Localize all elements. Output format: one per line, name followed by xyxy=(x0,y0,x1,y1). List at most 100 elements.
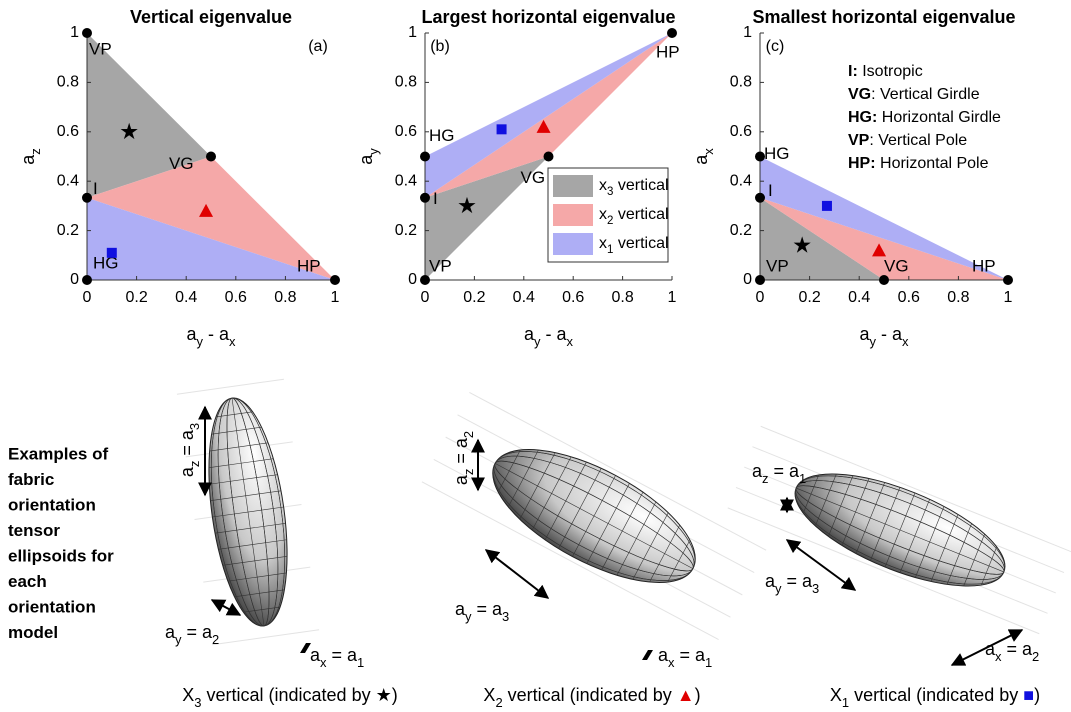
y-tick-label: 1 xyxy=(70,24,79,41)
region xyxy=(425,156,549,280)
text-part: x xyxy=(567,334,574,349)
text-part: - a xyxy=(203,324,230,344)
mesh-line xyxy=(870,487,901,561)
vertex-label: VG xyxy=(169,154,194,173)
dimension-arrow xyxy=(484,549,550,599)
vertex-label: HG xyxy=(764,144,790,163)
region xyxy=(425,33,672,198)
mesh-line xyxy=(215,411,253,418)
vertex-point xyxy=(420,192,430,203)
examples-caption: orientation xyxy=(8,597,96,616)
text-part: : Vertical Girdle xyxy=(871,86,980,103)
text-part: ) xyxy=(695,685,701,705)
text-part: a xyxy=(752,461,763,481)
region xyxy=(87,33,211,198)
vertex-label: I xyxy=(93,179,98,198)
text-part: 1 xyxy=(607,244,613,256)
vertex-point xyxy=(667,28,677,38)
text-part: ■ xyxy=(1023,685,1034,705)
y-tick-label: 0.2 xyxy=(730,222,752,239)
text-part: - a xyxy=(876,324,903,344)
key-entry: I: Isotropic xyxy=(848,63,923,80)
vertex-point xyxy=(82,192,92,203)
y-tick-label: 0.2 xyxy=(395,222,417,239)
vertex-point xyxy=(330,275,340,285)
dimension-mark xyxy=(642,650,653,660)
text-part: 2 xyxy=(212,632,219,647)
x-tick-label: 0.2 xyxy=(463,289,485,306)
y-tick-label: 1 xyxy=(408,24,417,41)
box-grid xyxy=(727,507,1040,635)
text-part: a xyxy=(658,645,669,665)
marker-square xyxy=(821,200,832,211)
text-part: = a xyxy=(675,645,707,665)
dimension-label: ay = a3 xyxy=(455,599,509,624)
vertex-point xyxy=(755,275,765,285)
vertex-label: HP xyxy=(656,42,680,61)
text-part: = a xyxy=(1002,639,1034,659)
y-axis-label: ax xyxy=(691,148,716,165)
x-tick-label: 0.6 xyxy=(225,289,247,306)
text-part: Horizontal Pole xyxy=(876,155,989,172)
x-tick-label: 0.6 xyxy=(562,289,584,306)
key-entry: HG: Horizontal Girdle xyxy=(848,109,1001,126)
text-part: - a xyxy=(541,324,568,344)
x-tick-label: 0 xyxy=(421,289,430,306)
vertex-point xyxy=(420,151,430,162)
box-grid xyxy=(176,378,284,395)
box-grid xyxy=(760,425,1071,553)
y-tick-label: 0.8 xyxy=(395,74,417,91)
example-caption: X1 vertical (indicated by ■) xyxy=(830,685,1040,710)
mesh-line xyxy=(601,491,644,571)
examples-caption: ellipsoids for xyxy=(8,546,114,565)
chart-title: Largest horizontal eigenvalue xyxy=(421,7,675,27)
y-tick-label: 0 xyxy=(743,271,752,288)
mesh-line xyxy=(815,473,837,527)
mesh-line xyxy=(519,452,556,520)
legend-swatch xyxy=(553,233,593,255)
legend-label: x2 vertical xyxy=(599,206,669,227)
legend-swatch xyxy=(553,204,593,226)
mesh-line xyxy=(841,478,870,546)
text-part: VG xyxy=(848,86,871,103)
vertex-point xyxy=(420,275,430,285)
mesh-line xyxy=(531,456,572,531)
text-part: x xyxy=(701,148,716,155)
text-part: a xyxy=(356,154,376,165)
text-part: ▲ xyxy=(677,685,695,705)
dimension-label: ay = a3 xyxy=(765,571,819,596)
mesh-line xyxy=(544,461,587,541)
region xyxy=(87,156,335,280)
text-part: 2 xyxy=(607,215,613,227)
y-tick-label: 0.6 xyxy=(395,123,417,140)
text-part: HP: xyxy=(848,155,876,172)
marker-star xyxy=(458,196,476,214)
panel-letter: (c) xyxy=(766,38,785,55)
mesh-line xyxy=(802,474,819,514)
x-tick-label: 0.4 xyxy=(513,289,535,306)
text-part: y xyxy=(870,334,877,349)
marker-triangle xyxy=(872,243,887,257)
mesh-line xyxy=(234,589,285,598)
text-part: ★ xyxy=(376,685,392,705)
text-part: ) xyxy=(392,685,398,705)
x-tick-label: 1 xyxy=(331,289,340,306)
mesh-line xyxy=(208,458,274,469)
marker-triangle xyxy=(536,119,551,133)
text-part: z xyxy=(28,148,43,154)
y-tick-label: 0.4 xyxy=(57,172,79,189)
mesh-line xyxy=(572,475,616,557)
x-tick-label: 0.4 xyxy=(175,289,197,306)
text-part: X xyxy=(182,685,194,705)
dimension-label: ax = a1 xyxy=(658,645,712,670)
mesh-line xyxy=(855,482,885,554)
x-tick-label: 0.8 xyxy=(611,289,633,306)
marker-square xyxy=(496,124,507,135)
text-part: x xyxy=(599,235,607,252)
mesh-line xyxy=(899,499,930,573)
text-part: VP xyxy=(848,132,870,149)
vertex-label: HP xyxy=(972,256,996,275)
x-tick-label: 0 xyxy=(83,289,92,306)
mesh-line xyxy=(507,449,539,508)
x-axis-label: ay - ax xyxy=(187,324,237,349)
